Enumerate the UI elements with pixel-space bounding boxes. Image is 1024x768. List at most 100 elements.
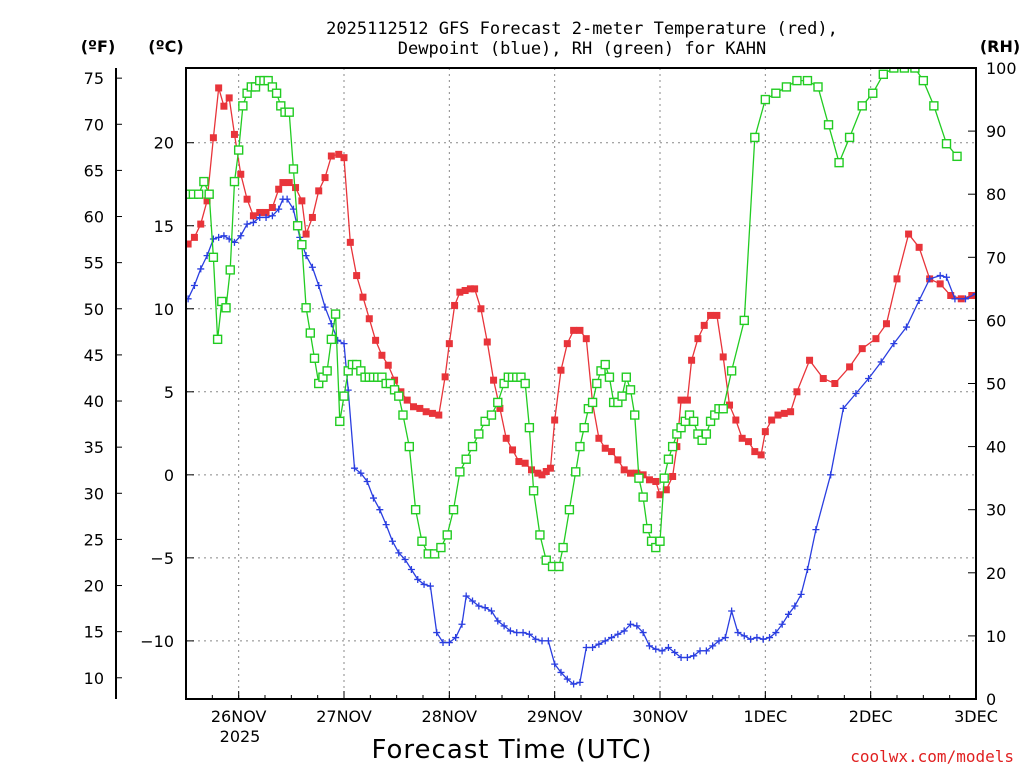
temperature-point: [831, 380, 839, 387]
plot-frame: [185, 67, 977, 700]
rh-point: [701, 429, 712, 439]
temperature-point: [186, 240, 192, 248]
temperature-point: [483, 338, 491, 346]
temperature-point: [451, 301, 459, 309]
dewpoint-point: [721, 634, 729, 642]
temperature-point: [557, 366, 565, 374]
dewpoint-point: [283, 195, 291, 203]
rh-point: [448, 505, 459, 515]
rh-point: [297, 239, 307, 250]
dewpoint-point: [785, 610, 793, 618]
temperature-point: [751, 448, 759, 456]
dewpoint-point: [563, 675, 571, 683]
rh-point: [480, 416, 490, 427]
temperature-point: [936, 280, 944, 288]
dewpoint-point: [582, 644, 590, 652]
rh-point: [617, 391, 627, 401]
dewpoint-point: [249, 218, 257, 226]
rh-point: [199, 176, 209, 187]
dewpoint-point: [1013, 325, 1020, 332]
rh-point: [604, 372, 615, 382]
temperature-point: [243, 195, 251, 203]
rh-point: [868, 88, 878, 98]
celsius-tick-label: −10: [140, 632, 174, 651]
fahrenheit-tick-label: 35: [84, 438, 104, 457]
temperature-point: [713, 311, 721, 319]
rh-point: [663, 454, 674, 464]
temperature-point: [225, 94, 233, 102]
temperature-point: [534, 469, 542, 477]
dewpoint-point: [401, 556, 409, 564]
temperature-point: [456, 288, 464, 296]
temperature-point: [237, 170, 245, 178]
rh-point: [493, 397, 503, 408]
dewpoint-point: [759, 635, 767, 643]
temperature-point: [732, 416, 740, 424]
rh-point: [417, 536, 427, 546]
temperature-point: [490, 376, 498, 384]
dewpoint-point: [983, 295, 990, 302]
dewpoint-point: [715, 637, 723, 645]
temperature-point: [688, 356, 696, 364]
dewpoint-point: [452, 634, 460, 642]
fahrenheit-tick-label: 30: [84, 484, 104, 503]
dewpoint-point: [494, 617, 502, 625]
rh-point: [330, 309, 341, 319]
temperature-point: [738, 434, 746, 442]
temperature-point: [308, 213, 316, 221]
rh-tick-label: 20: [986, 564, 1006, 583]
rh-point: [726, 366, 737, 376]
rh-point: [587, 397, 598, 408]
dewpoint-point: [538, 637, 546, 645]
rh-point: [739, 315, 749, 326]
dewpoint-point: [302, 252, 310, 260]
dewpoint-point: [407, 565, 415, 573]
dewpoint-point: [1004, 302, 1011, 309]
temperature-point: [203, 197, 211, 205]
rh-point: [642, 523, 653, 534]
dewpoint-point: [696, 647, 704, 655]
temperature-point: [346, 238, 354, 246]
temperature-point: [1013, 367, 1020, 374]
rh-point: [309, 353, 320, 363]
rh-point: [339, 391, 349, 401]
rh-tick-label: 40: [986, 438, 1006, 457]
rh-point: [305, 328, 315, 338]
rh-point: [442, 530, 452, 540]
dewpoint-point: [690, 652, 698, 660]
fahrenheit-tick-label: 45: [84, 346, 104, 365]
temperature-point: [882, 320, 890, 328]
axes-layer: [115, 67, 977, 700]
x-tick-label: 29NOV: [527, 707, 583, 726]
temperature-point: [620, 466, 628, 474]
temperature-point: [197, 220, 205, 228]
rh-tick-label: 10: [986, 627, 1006, 646]
chart-title-line1: 2025112512 GFS Forecast 2-meter Temperat…: [326, 19, 838, 39]
rh-point: [857, 101, 867, 111]
dewpoint-point: [197, 265, 205, 273]
dewpoint-point: [633, 622, 641, 630]
x-axis-title: Forecast Time (UTC): [371, 735, 652, 765]
rh-point: [467, 441, 478, 452]
rh-point: [326, 334, 337, 345]
dewpoint-point: [376, 506, 384, 514]
temperature-point: [683, 396, 691, 404]
rh-point: [410, 505, 421, 515]
rh-tick-label: 70: [986, 248, 1006, 267]
temperature-point: [905, 230, 913, 238]
dewpoint-point: [797, 590, 805, 598]
temperature-point: [768, 416, 776, 424]
fahrenheit-tick-label: 70: [84, 115, 104, 134]
temperature-point: [656, 491, 664, 499]
rh-point: [667, 441, 678, 452]
dewpoint-point: [839, 404, 847, 412]
celsius-tick-label: 10: [154, 300, 174, 319]
dewpoint-point: [243, 220, 251, 228]
temperature-point: [979, 282, 986, 289]
dewpoint-point: [936, 272, 944, 280]
rh-tick-label: 100: [986, 59, 1017, 78]
dewpoint-point: [747, 635, 755, 643]
dewpoint-point: [827, 471, 835, 479]
rh-point: [528, 486, 539, 496]
rh-point: [292, 221, 303, 231]
